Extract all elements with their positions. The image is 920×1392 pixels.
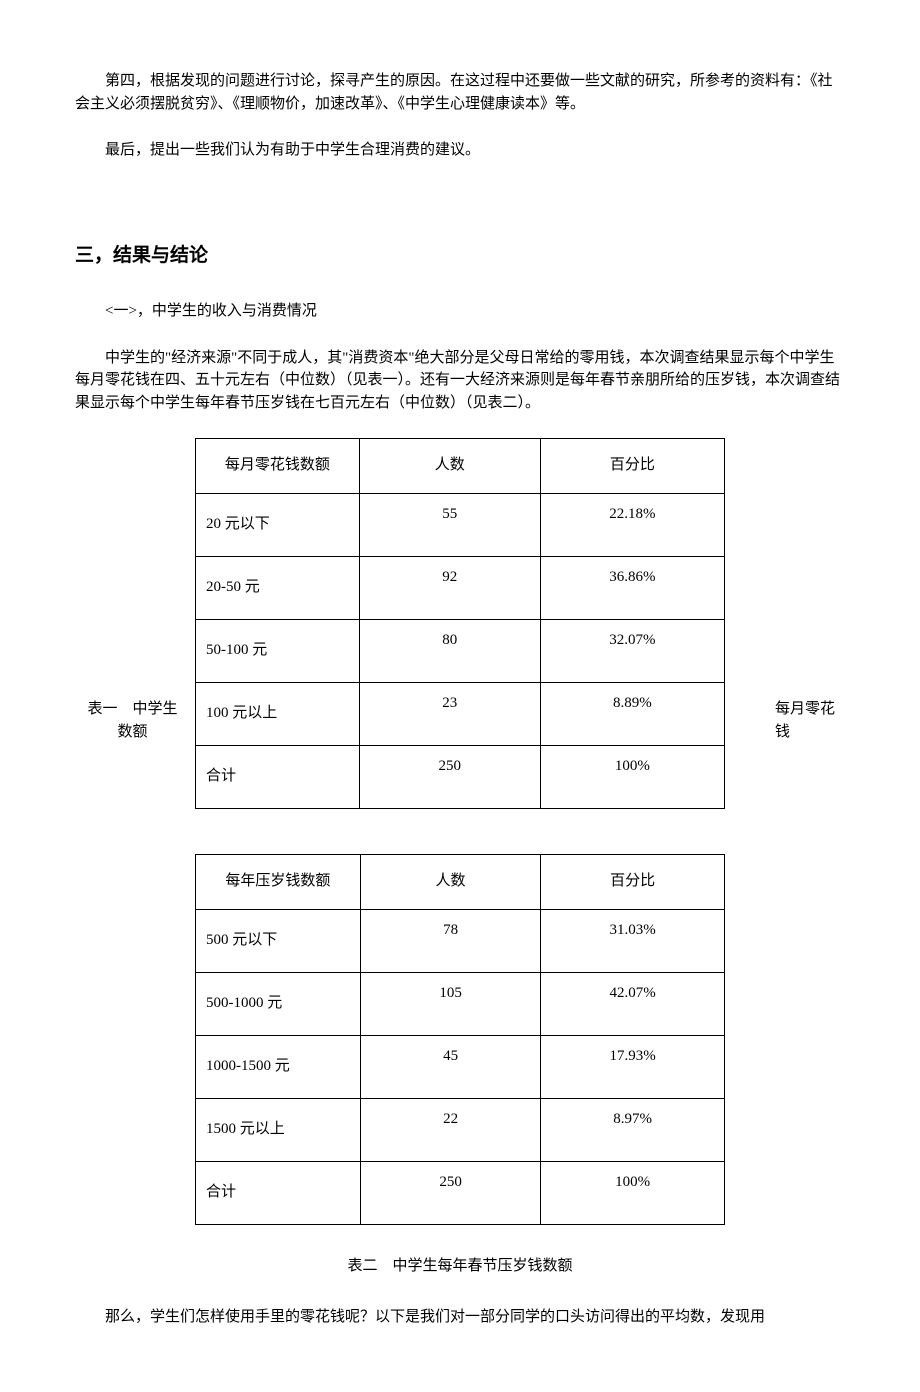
table-cell: 42.07%	[541, 973, 725, 1036]
table-cell: 500-1000 元	[196, 973, 361, 1036]
table-header-cell: 百分比	[540, 439, 724, 494]
table-header-cell: 人数	[360, 855, 541, 910]
section-heading: 三，结果与结论	[75, 242, 845, 271]
table-cell: 20 元以下	[196, 494, 360, 557]
table-row: 合计 250 100%	[196, 1162, 725, 1225]
table-row: 500 元以下 78 31.03%	[196, 910, 725, 973]
table-row: 500-1000 元 105 42.07%	[196, 973, 725, 1036]
table-cell: 500 元以下	[196, 910, 361, 973]
paragraph: 第四，根据发现的问题进行讨论，探寻产生的原因。在这过程中还要做一些文献的研究，所…	[75, 70, 845, 115]
table-cell: 合计	[196, 746, 360, 809]
table-cell: 250	[360, 1162, 541, 1225]
table-cell: 1000-1500 元	[196, 1036, 361, 1099]
table2-wrap: 每年压岁钱数额 人数 百分比 500 元以下 78 31.03% 500-100…	[75, 854, 845, 1225]
table-cell: 250	[359, 746, 540, 809]
table-cell: 1500 元以上	[196, 1099, 361, 1162]
table-header-cell: 百分比	[541, 855, 725, 910]
table-header-cell: 每月零花钱数额	[196, 439, 360, 494]
table-cell: 23	[359, 683, 540, 746]
table-cell: 36.86%	[540, 557, 724, 620]
table2: 每年压岁钱数额 人数 百分比 500 元以下 78 31.03% 500-100…	[195, 854, 725, 1225]
table-cell: 31.03%	[541, 910, 725, 973]
table-cell: 50-100 元	[196, 620, 360, 683]
paragraph: 中学生的"经济来源"不同于成人，其"消费资本"绝大部分是父母日常给的零用钱，本次…	[75, 347, 845, 415]
table-row: 100 元以上 23 8.89%	[196, 683, 725, 746]
table-cell: 8.97%	[541, 1099, 725, 1162]
table-row: 1000-1500 元 45 17.93%	[196, 1036, 725, 1099]
paragraph: 最后，提出一些我们认为有助于中学生合理消费的建议。	[75, 139, 845, 162]
table-header-cell: 人数	[359, 439, 540, 494]
table1-label-left-line2: 数额	[117, 724, 147, 740]
table-cell: 8.89%	[540, 683, 724, 746]
table-cell: 17.93%	[541, 1036, 725, 1099]
table-cell: 32.07%	[540, 620, 724, 683]
table-cell: 78	[360, 910, 541, 973]
table-cell: 92	[359, 557, 540, 620]
table-cell: 20-50 元	[196, 557, 360, 620]
table-cell: 55	[359, 494, 540, 557]
table-row: 50-100 元 80 32.07%	[196, 620, 725, 683]
table-cell: 22	[360, 1099, 541, 1162]
table-row: 20-50 元 92 36.86%	[196, 557, 725, 620]
table-row: 合计 250 100%	[196, 746, 725, 809]
sub-heading: <一>，中学生的收入与消费情况	[75, 300, 845, 323]
table-cell: 105	[360, 973, 541, 1036]
table1: 每月零花钱数额 人数 百分比 20 元以下 55 22.18% 20-50 元 …	[195, 438, 725, 809]
table1-label-left: 表一 中学生 数额	[75, 698, 190, 743]
table-row: 20 元以下 55 22.18%	[196, 494, 725, 557]
table-header-row: 每年压岁钱数额 人数 百分比	[196, 855, 725, 910]
table-cell: 80	[359, 620, 540, 683]
table1-label-right: 每月零花钱	[775, 698, 845, 743]
table-cell: 合计	[196, 1162, 361, 1225]
table-cell: 100%	[540, 746, 724, 809]
table-row: 1500 元以上 22 8.97%	[196, 1099, 725, 1162]
table-cell: 45	[360, 1036, 541, 1099]
table-cell: 22.18%	[540, 494, 724, 557]
table-cell: 100 元以上	[196, 683, 360, 746]
table-header-cell: 每年压岁钱数额	[196, 855, 361, 910]
table2-caption: 表二 中学生每年春节压岁钱数额	[75, 1255, 845, 1278]
table-cell: 100%	[541, 1162, 725, 1225]
paragraph: 那么，学生们怎样使用手里的零花钱呢？以下是我们对一部分同学的口头访问得出的平均数…	[75, 1306, 845, 1329]
table1-wrap: 表一 中学生 数额 每月零花钱 每月零花钱数额 人数 百分比 20 元以下 55…	[75, 438, 845, 809]
table1-label-left-line1: 表一 中学生	[87, 701, 177, 717]
table-header-row: 每月零花钱数额 人数 百分比	[196, 439, 725, 494]
